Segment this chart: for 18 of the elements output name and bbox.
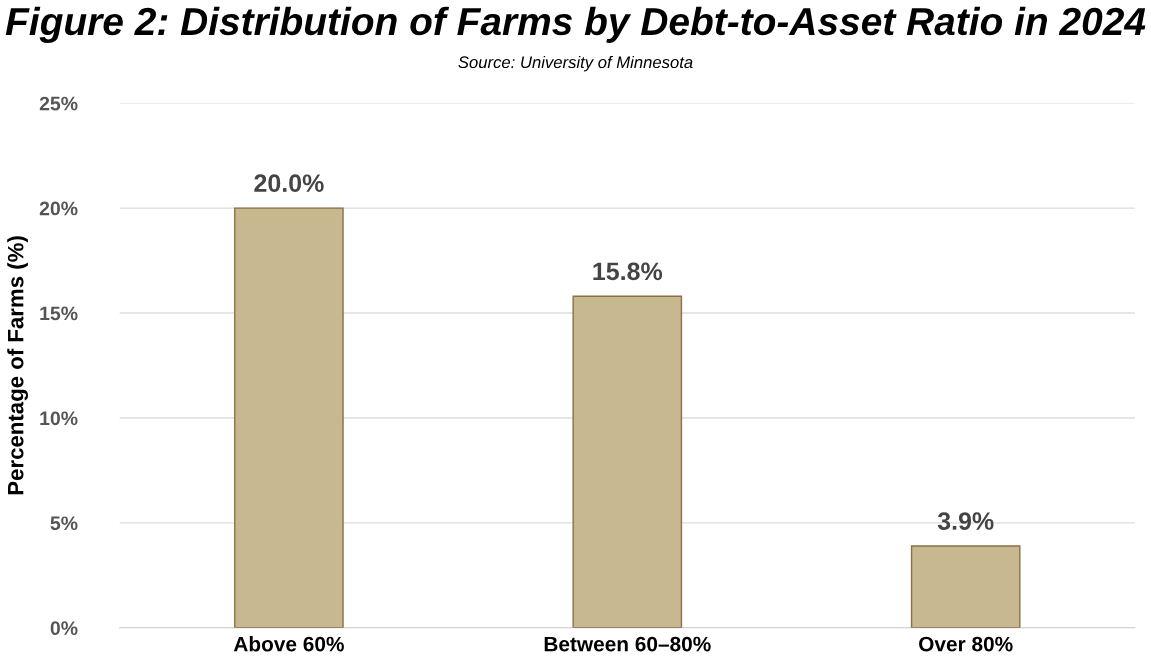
bar — [234, 207, 344, 628]
y-tick-label: 20% — [39, 201, 78, 216]
x-tick-label: Above 60% — [233, 636, 344, 652]
bar — [910, 545, 1021, 628]
data-label: 3.9% — [937, 512, 994, 530]
bar — [572, 295, 683, 628]
y-tick-label: 10% — [40, 411, 78, 426]
x-tick-label: Over 80% — [919, 636, 1013, 652]
x-tick-label: Between 60–80% — [544, 636, 711, 652]
chart-title: Figure 2: Distribution of Farms by Debt-to-Asset Ratio in 2024 — [5, 6, 1146, 43]
y-tick-label: 0% — [50, 621, 78, 636]
y-tick-label: 15% — [40, 306, 78, 321]
y-tick-label: 25% — [39, 96, 78, 111]
y-tick-label: 5% — [50, 516, 78, 531]
source-note: Source: University of Minnesota — [458, 55, 693, 72]
data-label: 20.0% — [254, 174, 324, 193]
data-label: 15.8% — [593, 262, 663, 281]
y-axis-title: Percentage of Farms (%) — [7, 236, 29, 495]
